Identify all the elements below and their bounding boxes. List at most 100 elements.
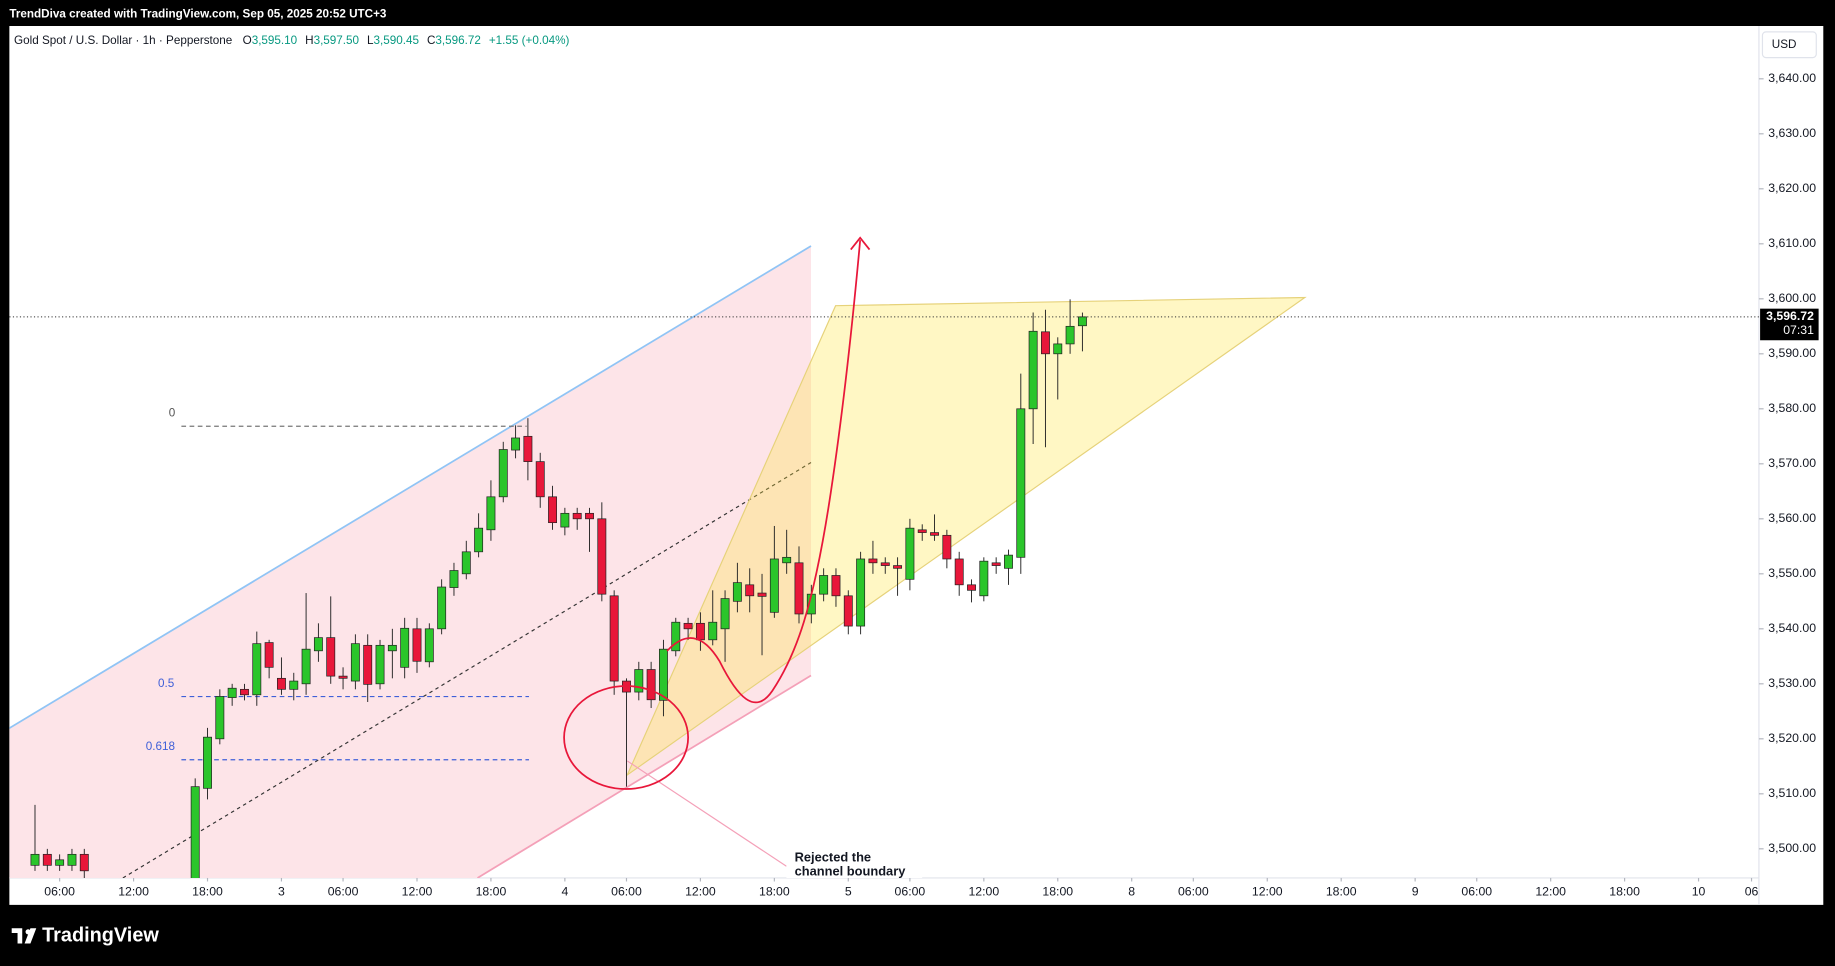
candle-body xyxy=(486,496,496,531)
candle-body xyxy=(313,637,323,652)
candle-body xyxy=(917,529,927,533)
y-tick-label: 3,600.00 xyxy=(1768,291,1816,305)
fib-label: 0.5 xyxy=(158,677,175,690)
candle-body xyxy=(240,688,249,696)
ohlc-value: 3,595.10 xyxy=(252,34,298,47)
circle xyxy=(563,685,690,790)
candle-body xyxy=(276,677,286,690)
channel-top xyxy=(9,245,812,729)
x-tick-label: 06:00 xyxy=(1461,884,1492,898)
annotation-text: Rejected the xyxy=(795,849,871,864)
ohlc-value: 3,597.50 xyxy=(314,34,360,47)
candle-body xyxy=(461,551,471,575)
channel-mid xyxy=(122,462,812,878)
candle-body xyxy=(967,584,976,591)
x-tick-label: 12:00 xyxy=(968,884,999,898)
candle-body xyxy=(708,621,718,641)
candle-body xyxy=(474,527,484,553)
candle-body xyxy=(769,558,779,613)
x-tick-label: 18:00 xyxy=(1609,884,1640,898)
x-tick-label: 06:00 xyxy=(895,884,926,898)
candle-body xyxy=(572,512,582,520)
fib-label: 0 xyxy=(169,406,176,419)
candle-body xyxy=(203,736,212,789)
candle-body xyxy=(30,853,40,866)
candle-body xyxy=(720,598,730,630)
candle-body xyxy=(856,558,866,627)
x-tick-label: 18:00 xyxy=(192,884,223,898)
x-tick-label: 12:00 xyxy=(1252,884,1283,898)
axes: 3,500.00 3,510.00 3,520.00 3,530.00 3,540.00… xyxy=(9,71,1819,898)
x-tick-label: 12:00 xyxy=(685,884,716,898)
y-tick-label: 3,510.00 xyxy=(1768,786,1816,800)
candle-body xyxy=(387,644,397,652)
candle-body xyxy=(42,853,52,866)
y-tick-label: 3,640.00 xyxy=(1768,71,1816,85)
annotation-pointer xyxy=(626,760,787,867)
candle-body xyxy=(954,558,964,586)
y-tick-label: 3,540.00 xyxy=(1768,621,1816,635)
ohlc-key: H xyxy=(305,34,313,47)
candle-body xyxy=(646,669,656,701)
candle-body xyxy=(289,680,299,690)
candle-body xyxy=(1016,408,1026,558)
candle-body xyxy=(449,570,459,588)
candle-body xyxy=(1053,343,1063,355)
candle-body xyxy=(548,496,557,524)
fib-label: 0.618 xyxy=(146,740,175,753)
candle-body xyxy=(880,562,890,566)
chart-title: Gold Spot / U.S. Dollar · 1h · Peppersto… xyxy=(14,34,569,47)
y-tick-label: 3,610.00 xyxy=(1768,236,1816,250)
candle-body xyxy=(979,560,989,597)
y-tick-label: 3,630.00 xyxy=(1768,126,1816,140)
currency-box xyxy=(1761,31,1817,59)
candle-body xyxy=(659,648,668,701)
x-tick-label: 12:00 xyxy=(1535,884,1566,898)
candles xyxy=(30,299,1087,878)
y-tick-label: 3,500.00 xyxy=(1768,841,1816,855)
candle-body xyxy=(794,562,804,615)
candle-body xyxy=(634,669,644,693)
annotation-text: channel boundary xyxy=(795,864,907,879)
candle-body xyxy=(1028,330,1038,410)
x-tick-label: 06 xyxy=(1745,884,1759,898)
candle-body xyxy=(757,592,767,597)
candle-body xyxy=(1041,331,1050,355)
candle-body xyxy=(252,643,262,696)
annotation-box xyxy=(786,846,923,878)
candle-body xyxy=(79,853,89,872)
candle-body xyxy=(511,437,521,451)
candle-body xyxy=(732,582,742,602)
candle-body xyxy=(326,637,336,677)
ohlc-key: C xyxy=(427,34,435,47)
candle-body xyxy=(1077,316,1087,327)
candle-body xyxy=(1065,325,1075,345)
candle-body xyxy=(375,644,385,685)
x-tick-label: 18:00 xyxy=(476,884,507,898)
candle-body xyxy=(301,648,311,685)
change: +1.55 (+0.04%) xyxy=(489,34,570,47)
x-tick-label: 06:00 xyxy=(611,884,642,898)
ohlc-key: O xyxy=(243,34,252,47)
candle-body xyxy=(535,461,545,498)
channel-fill xyxy=(9,246,812,878)
x-tick-label: 8 xyxy=(1128,884,1135,898)
x-tick-label: 18:00 xyxy=(1042,884,1073,898)
projection-arrow xyxy=(666,240,862,704)
candle-body xyxy=(437,586,447,630)
ohlc-value: 3,596.72 xyxy=(435,34,481,47)
symbol: Gold Spot / U.S. Dollar · 1h · Peppersto… xyxy=(14,34,232,47)
candle-body xyxy=(338,675,348,679)
x-tick-label: 12:00 xyxy=(402,884,433,898)
candle-body xyxy=(350,643,360,682)
y-tick-label: 3,580.00 xyxy=(1768,401,1816,415)
candle-body xyxy=(363,644,373,685)
candle-body xyxy=(893,565,903,569)
logo: TradingView xyxy=(11,925,159,947)
candle-body xyxy=(215,696,225,740)
x-tick-label: 4 xyxy=(561,884,568,898)
candle-body xyxy=(671,621,681,652)
candle-body xyxy=(227,687,237,698)
candle-body xyxy=(831,575,841,597)
drawings: 0 0.5 0.618 Rejected the channel boundar… xyxy=(9,236,1307,879)
